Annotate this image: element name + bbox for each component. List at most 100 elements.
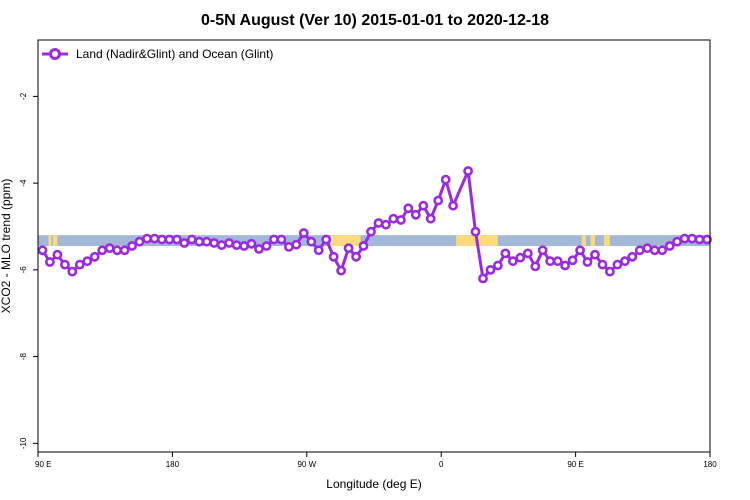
- data-point: [343, 243, 354, 254]
- data-point: [634, 245, 645, 256]
- data-point: [231, 240, 242, 250]
- data-point: [254, 244, 264, 254]
- legend: Land (Nadir&Glint) and Ocean (Glint): [42, 47, 273, 61]
- data-point: [268, 234, 279, 245]
- data-point: [478, 273, 488, 284]
- land-segment-0: [48, 235, 52, 246]
- data-point: [74, 259, 85, 270]
- data-point: [358, 241, 369, 251]
- data-point: [433, 195, 444, 206]
- data-point: [336, 265, 346, 276]
- data-point: [545, 256, 556, 267]
- data-point: [246, 238, 257, 249]
- land-segment-2: [330, 235, 361, 246]
- data-point: [395, 215, 406, 225]
- data-point: [366, 226, 376, 237]
- data-point: [224, 238, 234, 248]
- data-point: [687, 233, 697, 244]
- data-point: [97, 245, 108, 256]
- data-point: [112, 245, 122, 256]
- y-tick-label: -6: [19, 266, 28, 274]
- data-point: [388, 213, 399, 224]
- data-point: [119, 245, 130, 256]
- data-point: [485, 264, 496, 275]
- data-point: [605, 266, 615, 277]
- x-tick-label: 90 W: [297, 460, 316, 469]
- series-layer: [37, 166, 712, 284]
- y-tick-label: -10: [19, 437, 28, 449]
- x-tick-label: 0: [439, 460, 444, 469]
- data-point: [425, 213, 436, 224]
- data-point: [209, 238, 220, 248]
- data-point: [179, 238, 190, 248]
- data-point: [664, 241, 675, 251]
- data-point: [201, 236, 212, 247]
- data-point: [657, 245, 668, 256]
- data-point: [380, 219, 391, 230]
- data-point: [134, 236, 145, 247]
- data-point: [373, 218, 384, 228]
- data-point: [142, 233, 152, 244]
- data-point: [164, 234, 175, 245]
- plot-frame: [37, 39, 711, 453]
- data-point: [291, 239, 302, 250]
- data-point: [530, 261, 541, 272]
- land-segment-6: [603, 235, 610, 246]
- x-axis-ticks: 90 E 180 90 W 0 90 E 180: [35, 452, 717, 469]
- data-point: [500, 248, 511, 259]
- data-point: [60, 259, 70, 270]
- data-point: [276, 234, 287, 245]
- data-point: [410, 209, 421, 220]
- data-point: [127, 241, 137, 251]
- data-point: [351, 251, 361, 262]
- data-point: [171, 234, 182, 245]
- data-point: [37, 245, 48, 256]
- x-axis-label: Longitude (deg E): [326, 477, 421, 491]
- data-point: [156, 234, 167, 245]
- data-point: [149, 233, 160, 244]
- y-tick-label: -2: [19, 92, 28, 100]
- data-point: [89, 251, 100, 262]
- y-tick-label: -4: [19, 179, 28, 187]
- ocean-band: [38, 235, 710, 246]
- data-point: [470, 226, 481, 237]
- legend-marker: [49, 48, 61, 60]
- data-point: [694, 234, 705, 245]
- x-tick-label: 180: [703, 460, 717, 469]
- data-point: [52, 249, 63, 260]
- data-point: [306, 236, 317, 247]
- data-point: [321, 234, 332, 245]
- data-point: [597, 259, 608, 270]
- data-point: [328, 251, 339, 262]
- data-point: [612, 259, 623, 270]
- data-point: [672, 236, 682, 247]
- data-point: [67, 266, 78, 277]
- x-tick-label: 90 E: [567, 460, 583, 469]
- data-point: [448, 200, 458, 211]
- data-point: [45, 257, 55, 267]
- data-point: [492, 260, 503, 271]
- land-segment-1: [52, 235, 58, 246]
- data-point: [298, 228, 309, 238]
- data-point: [582, 257, 593, 267]
- data-point: [552, 256, 563, 267]
- data-point: [575, 245, 585, 256]
- data-point: [508, 256, 518, 267]
- data-point: [463, 166, 473, 176]
- data-point: [649, 245, 660, 256]
- x-tick-label: 90 E: [35, 460, 51, 469]
- data-point: [567, 255, 578, 266]
- data-point: [313, 245, 324, 256]
- data-point: [537, 245, 548, 256]
- data-point: [186, 234, 197, 245]
- y-tick-label: -8: [19, 352, 28, 360]
- data-point: [560, 260, 570, 271]
- data-point: [82, 256, 93, 267]
- data-point: [679, 233, 690, 244]
- data-point: [627, 251, 638, 262]
- data-point: [261, 241, 272, 251]
- data-point: [590, 249, 600, 260]
- chart-title: 0-5N August (Ver 10) 2015-01-01 to 2020-…: [201, 12, 549, 29]
- data-point: [440, 174, 451, 185]
- data-point: [620, 256, 630, 267]
